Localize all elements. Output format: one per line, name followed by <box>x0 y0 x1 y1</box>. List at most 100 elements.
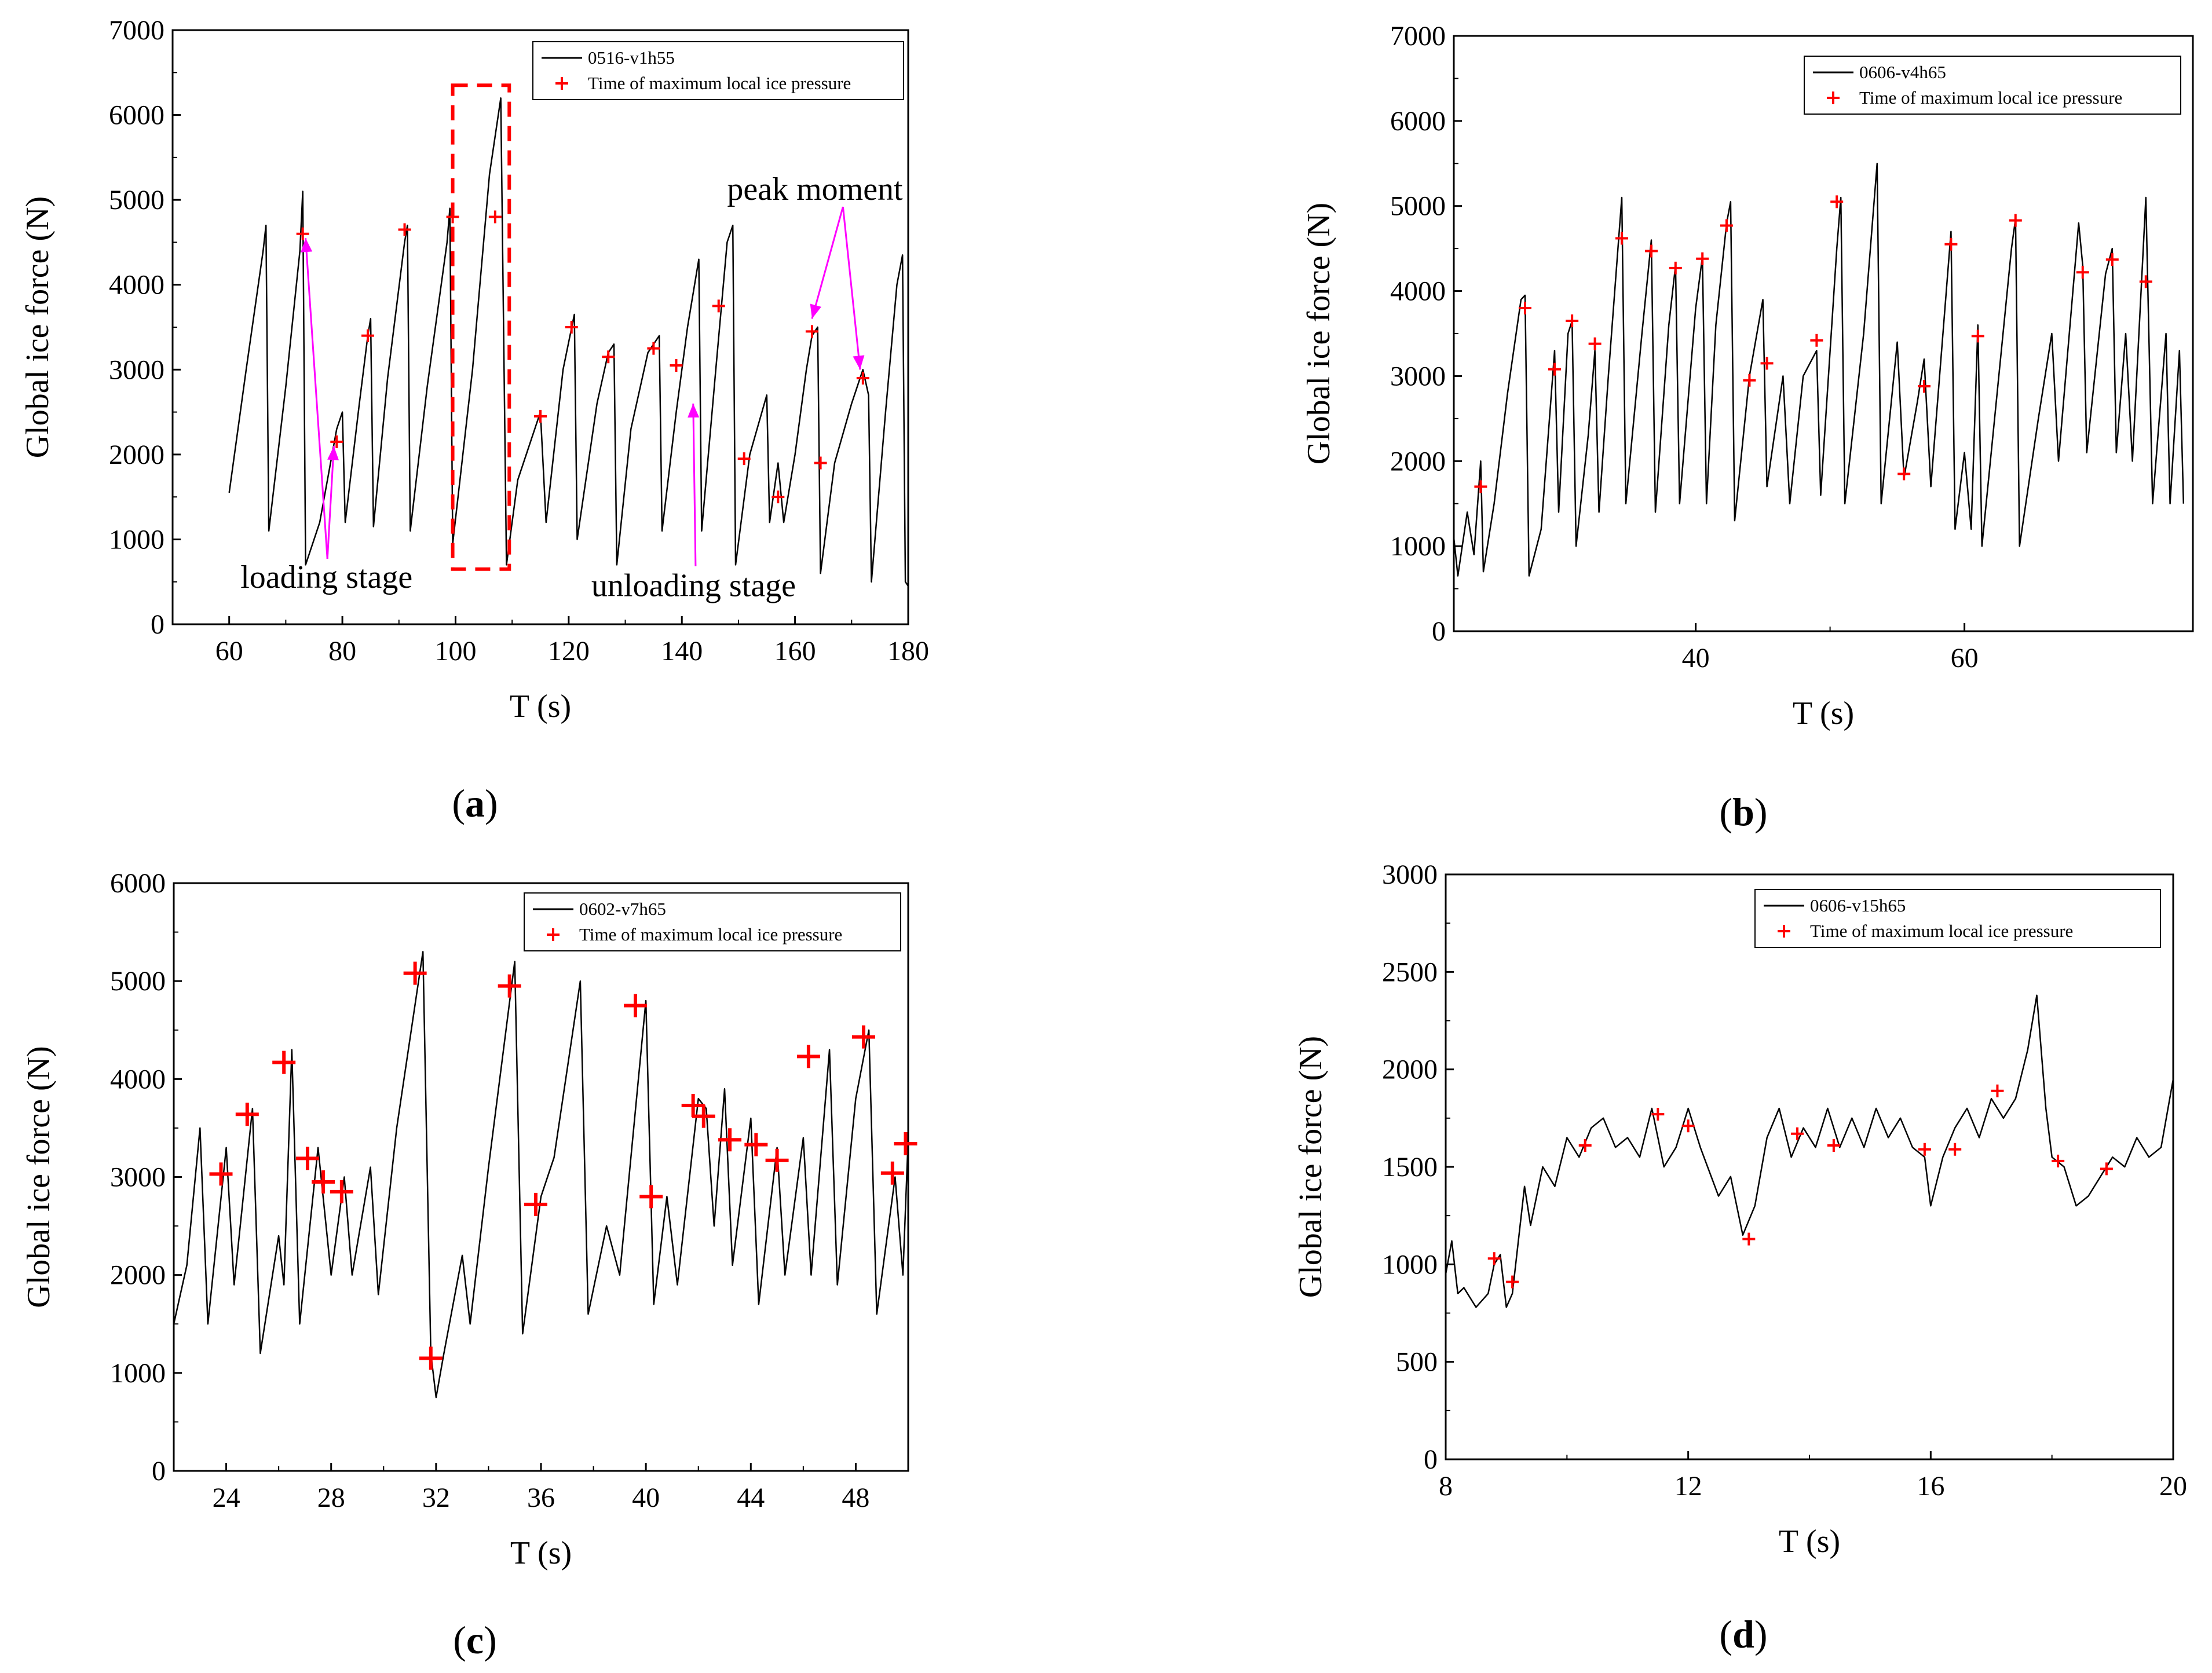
legend-marker-label: Time of maximum local ice pressure <box>1859 87 2122 108</box>
y-tick-label: 2000 <box>109 440 164 470</box>
x-tick-label: 20 <box>2159 1471 2187 1502</box>
annotation-arrow-line <box>692 403 697 566</box>
max-pressure-marker <box>814 456 827 470</box>
y-tick-label: 2000 <box>110 1260 166 1291</box>
max-pressure-marker <box>737 452 751 466</box>
legend-marker-label: Time of maximum local ice pressure <box>1810 921 2073 941</box>
max-pressure-marker <box>772 490 785 504</box>
y-tick-label: 7000 <box>1390 21 1446 52</box>
max-pressure-marker <box>712 299 725 313</box>
annotation-arrow-line <box>326 446 335 559</box>
series-line <box>174 951 908 1399</box>
annotation-arrow-head <box>301 238 313 252</box>
legend-marker-swatch <box>555 77 568 90</box>
y-tick-label: 0 <box>152 1456 166 1487</box>
max-pressure-marker <box>1971 330 1984 343</box>
legend-marker-swatch <box>1827 91 1840 104</box>
y-axis-label: Global ice force (N) <box>1301 203 1337 464</box>
max-pressure-marker <box>272 1050 296 1074</box>
max-pressure-marker <box>2052 1154 2065 1167</box>
chart-panel-c: 24 28 32 36 40 44 48 0 1000 2000 3000 4000 5000 6000 T… <box>21 868 917 1662</box>
y-tick-label: 6000 <box>1390 106 1446 137</box>
chart-panel-d: 8 12 16 20 0 500 1000 1500 2000 2500 3000 T (s) Glob… <box>1293 859 2187 1656</box>
x-tick-label: 24 <box>213 1482 240 1513</box>
max-pressure-marker <box>805 325 818 338</box>
annotation-arrow-head <box>810 303 821 319</box>
max-pressure-marker <box>639 1185 663 1209</box>
annotation-text: peak moment <box>727 171 903 207</box>
max-pressure-marker <box>856 371 869 385</box>
max-pressure-marker <box>296 227 309 240</box>
annotation-text: unloading stage <box>591 568 796 604</box>
legend-line-label: 0602-v7h65 <box>579 899 666 919</box>
x-tick-label: 120 <box>548 636 590 667</box>
max-pressure-marker <box>796 1045 820 1068</box>
max-pressure-marker <box>524 1192 547 1216</box>
annotation-arrow-line <box>305 237 328 559</box>
max-pressure-marker <box>1991 1084 2004 1097</box>
max-pressure-marker <box>1487 1252 1501 1265</box>
max-pressure-marker <box>2009 214 2022 227</box>
x-tick-label: 12 <box>1674 1471 1702 1502</box>
x-axis-label: T (s) <box>510 1535 572 1571</box>
chart-panel-b: 40 60 0 1000 2000 3000 4000 5000 6000 7000 T (s) Gl… <box>1301 21 2194 834</box>
y-tick-label: 0 <box>1432 616 1446 647</box>
max-pressure-marker <box>1474 480 1487 493</box>
max-pressure-marker <box>1810 334 1823 347</box>
max-pressure-marker <box>1944 237 1958 251</box>
x-tick-label: 60 <box>1951 643 1979 673</box>
series-line <box>228 97 908 587</box>
max-pressure-marker <box>1566 314 1579 327</box>
panel-label: (c) <box>453 1618 497 1662</box>
x-tick-label: 140 <box>661 636 703 667</box>
max-pressure-marker <box>1918 1143 1931 1156</box>
max-pressure-marker <box>330 1180 353 1203</box>
annotation-arrow-line <box>842 206 861 370</box>
max-pressure-marker <box>624 994 648 1017</box>
x-tick-label: 44 <box>737 1482 765 1513</box>
max-pressure-marker <box>880 1161 904 1185</box>
y-tick-label: 0 <box>151 609 164 640</box>
panel-label: (d) <box>1719 1612 1767 1656</box>
x-tick-label: 180 <box>887 636 929 667</box>
y-tick-label: 1000 <box>1390 531 1446 562</box>
y-tick-label: 7000 <box>109 15 164 46</box>
legend-marker-label: Time of maximum local ice pressure <box>579 924 842 945</box>
y-tick-label: 500 <box>1396 1347 1438 1378</box>
max-pressure-marker <box>295 1147 319 1170</box>
x-axis-label: T (s) <box>1793 695 1854 731</box>
y-tick-label: 5000 <box>109 185 164 215</box>
x-tick-label: 16 <box>1917 1471 1944 1502</box>
max-pressure-marker <box>1615 232 1628 245</box>
max-pressure-marker <box>398 223 411 236</box>
series-line <box>1454 163 2185 577</box>
legend-box <box>524 892 901 951</box>
x-tick-label: 40 <box>632 1482 660 1513</box>
max-pressure-marker <box>1645 244 1658 258</box>
max-pressure-marker <box>330 435 343 448</box>
max-pressure-marker <box>1578 1138 1592 1152</box>
y-tick-label: 6000 <box>110 868 166 899</box>
legend-box <box>532 41 904 100</box>
y-tick-label: 5000 <box>110 966 166 997</box>
y-tick-label: 3000 <box>1382 859 1438 890</box>
y-tick-label: 1000 <box>110 1358 166 1389</box>
max-pressure-marker <box>670 358 683 372</box>
legend-marker-swatch <box>547 928 560 941</box>
x-tick-label: 36 <box>527 1482 555 1513</box>
max-pressure-marker <box>419 1346 443 1370</box>
max-pressure-marker <box>692 1104 715 1128</box>
max-pressure-marker <box>1743 374 1756 387</box>
legend-box <box>1804 56 2181 115</box>
max-pressure-marker <box>852 1025 876 1049</box>
legend-box <box>1754 889 2161 948</box>
y-axis-label: Global ice force (N) <box>21 1046 57 1308</box>
max-pressure-marker <box>1681 1119 1695 1133</box>
max-pressure-marker <box>488 210 502 224</box>
max-pressure-marker <box>744 1133 768 1156</box>
max-pressure-marker <box>498 974 521 998</box>
x-tick-label: 40 <box>1682 643 1710 673</box>
x-tick-label: 28 <box>317 1482 345 1513</box>
max-pressure-marker <box>1696 252 1709 265</box>
max-pressure-marker <box>1897 467 1911 481</box>
